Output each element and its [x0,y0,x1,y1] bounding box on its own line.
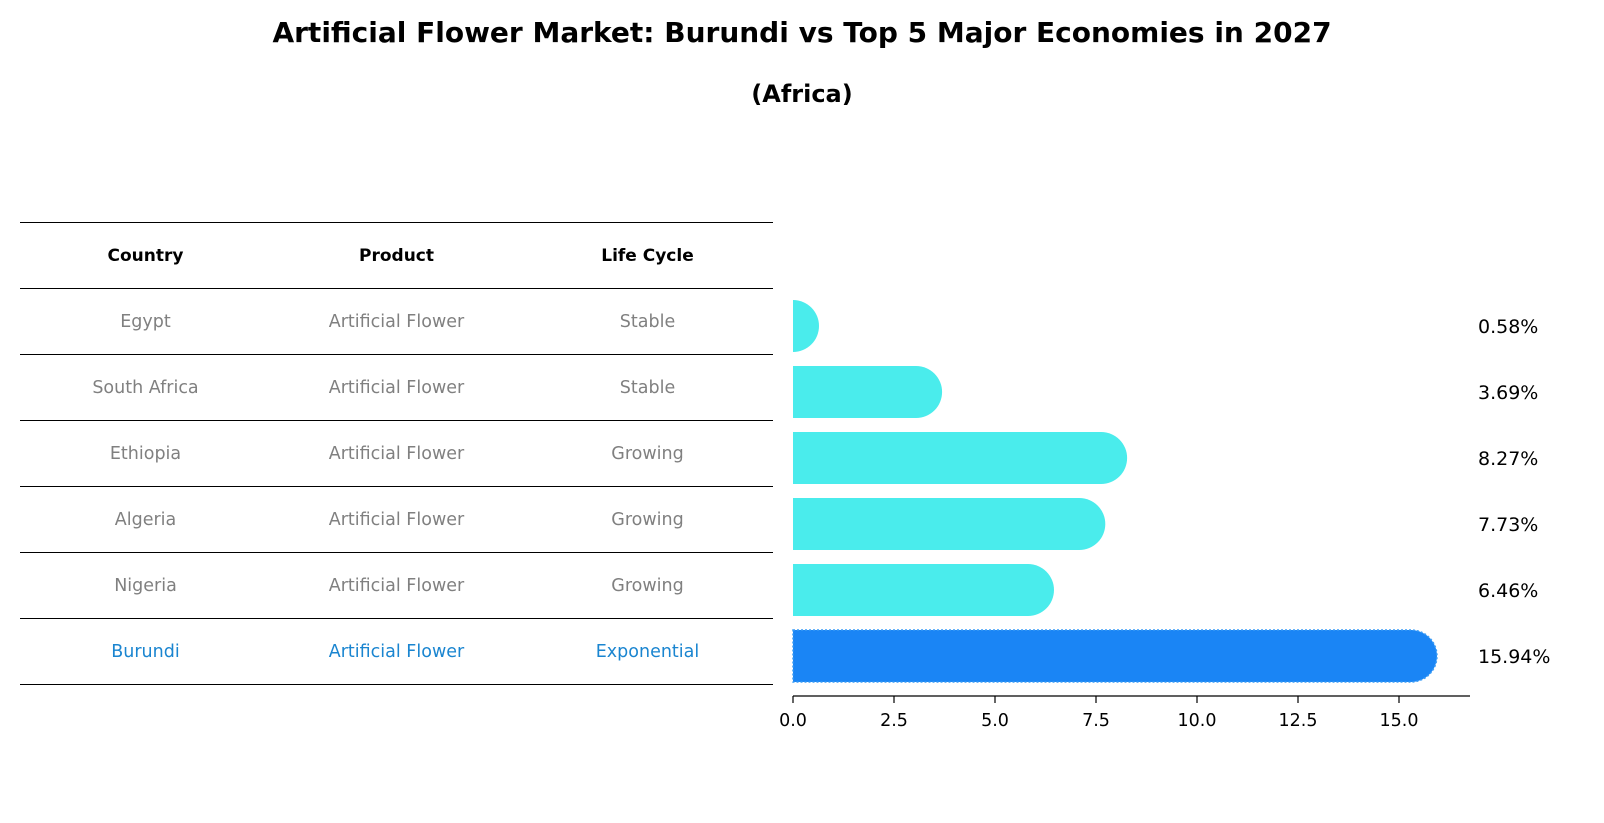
x-tick-label: 7.5 [1082,711,1110,731]
bar-nigeria [793,564,1054,616]
bar-south-africa [793,366,943,418]
table-row: Algeria Artificial Flower Growing [20,486,773,552]
value-label: 3.69% [1478,382,1538,404]
product-cell: Artificial Flower [328,377,465,398]
data-table: Country Product Life Cycle Egypt Artific… [20,222,773,685]
life-cycle-cell: Growing [611,443,684,464]
value-label: 6.46% [1478,580,1538,602]
header-country: Country [107,245,184,266]
life-cycle-cell: Growing [611,575,684,596]
chart-subtitle: (Africa) [751,80,853,108]
bar-egypt [793,300,819,352]
x-tick-label: 5.0 [981,711,1009,731]
bar-ethiopia [793,432,1128,484]
country-cell: Algeria [114,509,177,530]
country-cell: Burundi [111,641,180,662]
country-cell: Egypt [120,311,171,332]
table-row: Ethiopia Artificial Flower Growing [20,420,773,486]
header-product: Product [359,245,434,266]
table-row-highlighted: Burundi Artificial Flower Exponential [20,618,773,685]
product-cell: Artificial Flower [328,641,465,662]
x-tick-label: 0.0 [779,711,807,731]
table-row: South Africa Artificial Flower Stable [20,354,773,420]
product-cell: Artificial Flower [328,311,465,332]
product-cell: Artificial Flower [328,575,465,596]
value-label: 0.58% [1478,316,1538,338]
country-cell: South Africa [92,377,199,398]
chart-title: Artificial Flower Market: Burundi vs Top… [272,16,1332,49]
table-header-row: Country Product Life Cycle [20,222,773,288]
x-tick-label: 12.5 [1279,711,1318,731]
life-cycle-cell: Stable [619,311,676,332]
value-label: 7.73% [1478,514,1538,536]
bar-algeria [793,498,1106,550]
x-tick-label: 2.5 [880,711,908,731]
table-row: Egypt Artificial Flower Stable [20,288,773,354]
product-cell: Artificial Flower [328,443,465,464]
x-tick-label: 10.0 [1178,711,1217,731]
value-label: 15.94% [1478,646,1550,668]
life-cycle-cell: Growing [611,509,684,530]
product-cell: Artificial Flower [328,509,465,530]
header-life-cycle: Life Cycle [601,245,694,266]
table-row: Nigeria Artificial Flower Growing [20,552,773,618]
life-cycle-cell: Exponential [595,641,700,662]
value-label: 8.27% [1478,448,1538,470]
x-tick-label: 15.0 [1380,711,1419,731]
life-cycle-cell: Stable [619,377,676,398]
country-cell: Nigeria [114,575,177,596]
country-cell: Ethiopia [109,443,182,464]
bar-burundi [792,629,1438,683]
